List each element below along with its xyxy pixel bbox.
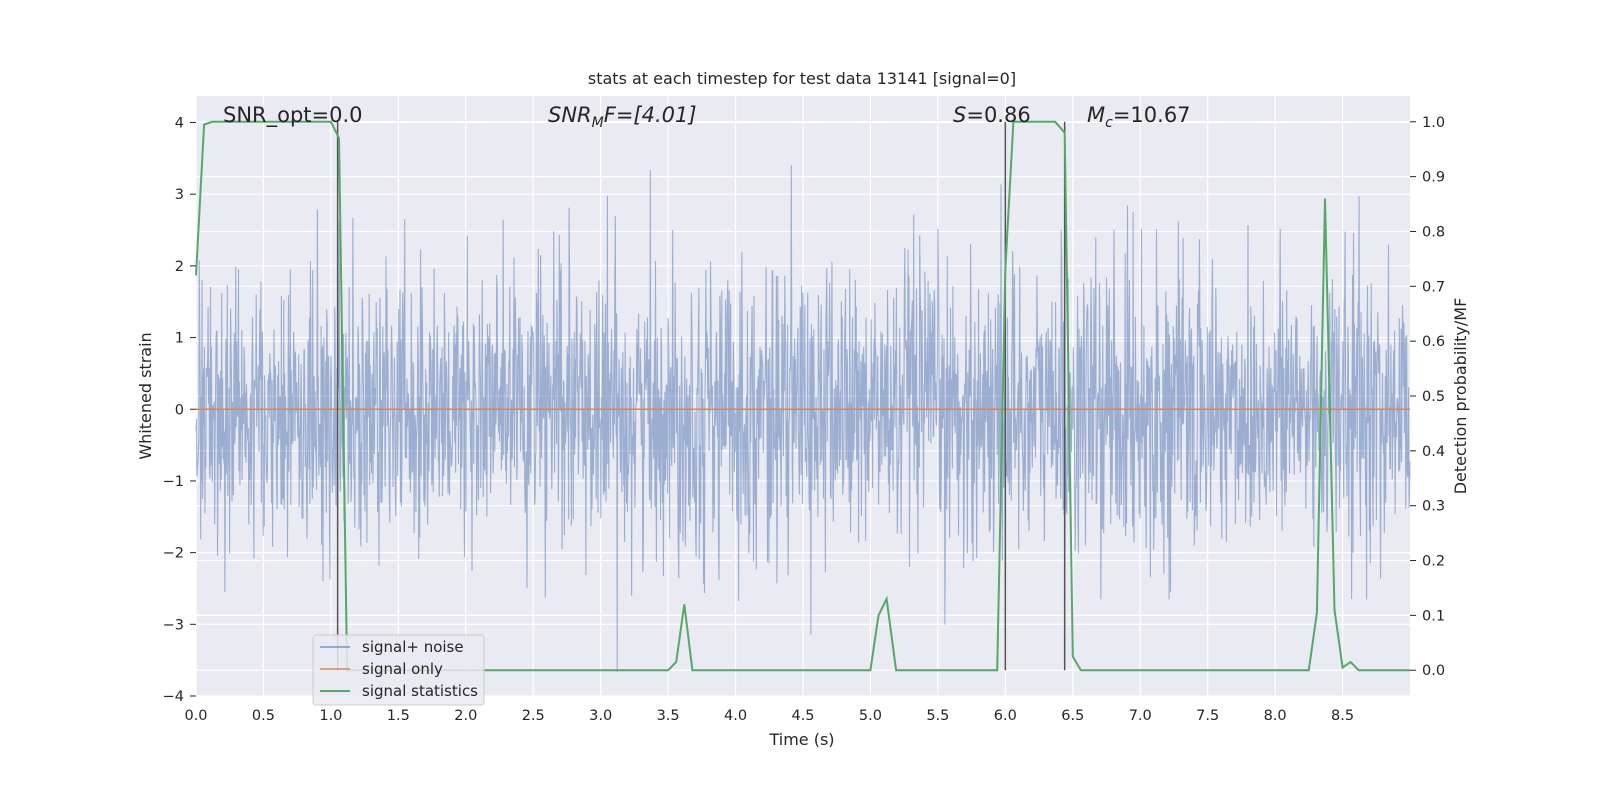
x-tick-label: 6.5	[1061, 708, 1084, 724]
legend-label-signal-statistics: signal statistics	[362, 682, 478, 700]
series-signal-statistics-line	[195, 120, 1410, 672]
vertical-marker-lines	[336, 121, 1066, 671]
y-tick-label: 4	[175, 116, 184, 132]
x-tick-label: 8.0	[1264, 708, 1287, 724]
x-tick-label: 7.5	[1196, 708, 1219, 724]
x-tick-label: 2.0	[454, 708, 477, 724]
x-tick-label: 8.5	[1331, 708, 1354, 724]
series-signal-noise	[195, 165, 1411, 672]
y-axis-label: Whitened strain	[136, 332, 155, 459]
x-tick-label: 1.0	[319, 708, 342, 724]
y-right-tick-label: 0.2	[1422, 554, 1445, 570]
legend-label-signal-only: signal only	[362, 660, 443, 678]
y-right-tick-label: 0.0	[1422, 663, 1445, 679]
y-tick-label: −3	[163, 617, 184, 633]
y-right-tick-label: 0.4	[1422, 444, 1445, 460]
y-right-tick-label: 0.7	[1422, 279, 1445, 295]
y-right-tick-label: 0.1	[1422, 608, 1445, 624]
annotation-mc: Mc=10.67	[1087, 103, 1191, 131]
y-tick-label: −4	[163, 689, 184, 705]
y-right-tick-label: 0.5	[1422, 389, 1445, 405]
y-axis-right-label: Detection probability/MF	[1451, 298, 1470, 495]
y-axis-right: 1.0 0.9 0.8 0.7 0.6 0.5 0.4 0.3 0.2 0.1 0.0	[1410, 115, 1445, 679]
x-axis-label: Time (s)	[768, 730, 834, 749]
x-tick-label: 7.0	[1129, 708, 1152, 724]
signal-noise-trace	[195, 165, 1411, 672]
x-tick-label: 0.5	[252, 708, 275, 724]
y-right-tick-label: 1.0	[1422, 115, 1445, 131]
y-tick-label: 2	[175, 259, 184, 275]
y-tick-label: 3	[175, 187, 184, 203]
x-axis: 0.0 0.5 1.0 1.5 2.0 2.5 3.0 3.5 4.0 4.5 5.0 5.5 6.0 6…	[184, 708, 1354, 724]
y-right-tick-label: 0.6	[1422, 334, 1445, 350]
y-tick-label: 0	[175, 402, 184, 418]
y-axis-left: 4 3 2 1 0 −1 −2 −3 −4	[163, 116, 196, 705]
x-tick-label: 1.5	[387, 708, 410, 724]
x-tick-label: 2.5	[522, 708, 545, 724]
annotation-s: S=0.86	[953, 103, 1031, 127]
x-tick-label: 3.0	[589, 708, 612, 724]
x-tick-label: 6.0	[994, 708, 1017, 724]
y-tick-label: 1	[175, 331, 184, 347]
legend: signal+ noise signal only signal statist…	[312, 634, 485, 706]
legend-label-signal-noise: signal+ noise	[362, 638, 464, 656]
y-right-tick-label: 0.9	[1422, 170, 1445, 186]
annotation-snr-mf: SNRMF=[4.01]	[548, 103, 697, 131]
x-tick-label: 4.0	[724, 708, 747, 724]
x-tick-label: 5.0	[859, 708, 882, 724]
y-right-tick-label: 0.8	[1422, 224, 1445, 240]
x-tick-label: 5.5	[926, 708, 949, 724]
x-tick-label: 0.0	[184, 708, 207, 724]
y-tick-label: −2	[163, 546, 184, 562]
annotation-snr-opt: SNR_opt=0.0	[223, 103, 363, 128]
legend-box	[312, 634, 485, 706]
x-tick-label: 3.5	[657, 708, 680, 724]
y-right-tick-label: 0.3	[1422, 499, 1445, 515]
y-tick-label: −1	[163, 474, 184, 490]
chart-title: stats at each timestep for test data 131…	[588, 69, 1016, 88]
x-tick-label: 4.5	[791, 708, 814, 724]
